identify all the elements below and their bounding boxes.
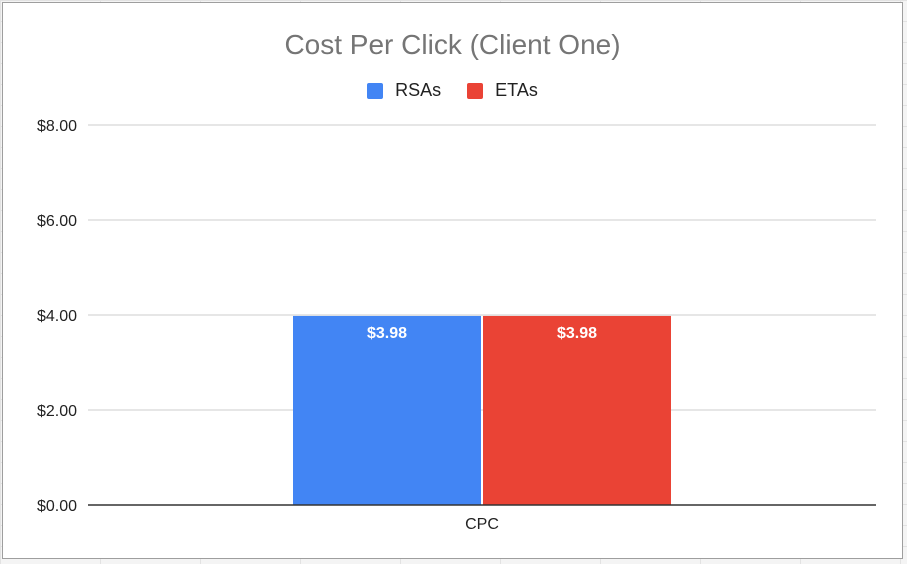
chart-legend: RSAs ETAs: [3, 80, 902, 101]
legend-swatch-etas: [467, 82, 484, 99]
x-tick-label: CPC: [465, 516, 499, 533]
chart-plot: $0.00 $2.00 $4.00 $6.00 $8.00 $3.98 $3.98 CPC: [37, 118, 876, 533]
y-tick-label: $8.00: [37, 118, 77, 135]
chart-title: Cost Per Click (Client One): [284, 29, 621, 60]
legend-swatch-rsas: [367, 82, 384, 99]
y-tick-label: $0.00: [37, 498, 77, 515]
legend-item-rsas: RSAs: [367, 80, 441, 101]
legend-item-etas: ETAs: [467, 80, 538, 101]
data-label-rsas: $3.98: [367, 325, 407, 342]
legend-label-rsas: RSAs: [395, 80, 442, 100]
y-tick-label: $6.00: [37, 213, 77, 230]
y-tick-label: $4.00: [37, 308, 77, 325]
data-label-etas: $3.98: [557, 325, 597, 342]
y-tick-label: $2.00: [37, 403, 77, 420]
legend-label-etas: ETAs: [495, 80, 538, 100]
bar-rsas-cpc: [293, 315, 481, 505]
bar-etas-cpc: [483, 315, 671, 505]
